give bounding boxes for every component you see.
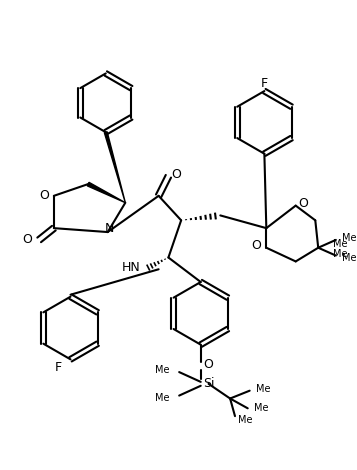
Text: Me: Me bbox=[253, 403, 268, 413]
Text: Me: Me bbox=[256, 384, 270, 394]
Text: HN: HN bbox=[122, 261, 141, 274]
Polygon shape bbox=[104, 132, 125, 203]
Text: N: N bbox=[105, 222, 114, 235]
Text: Me: Me bbox=[155, 365, 169, 375]
Text: O: O bbox=[298, 197, 308, 210]
Text: O: O bbox=[171, 168, 181, 181]
Polygon shape bbox=[87, 182, 125, 203]
Text: F: F bbox=[55, 360, 62, 374]
Text: Me: Me bbox=[238, 415, 252, 425]
Text: Me: Me bbox=[155, 392, 169, 402]
Text: O: O bbox=[252, 239, 261, 252]
Text: Me: Me bbox=[342, 233, 356, 243]
Text: Me: Me bbox=[342, 252, 356, 263]
Text: Si: Si bbox=[203, 377, 214, 390]
Text: F: F bbox=[261, 77, 268, 90]
Text: O: O bbox=[39, 189, 49, 202]
Text: O: O bbox=[203, 358, 213, 371]
Text: Me: Me bbox=[333, 249, 347, 259]
Text: Me: Me bbox=[333, 239, 347, 249]
Text: O: O bbox=[22, 234, 32, 246]
